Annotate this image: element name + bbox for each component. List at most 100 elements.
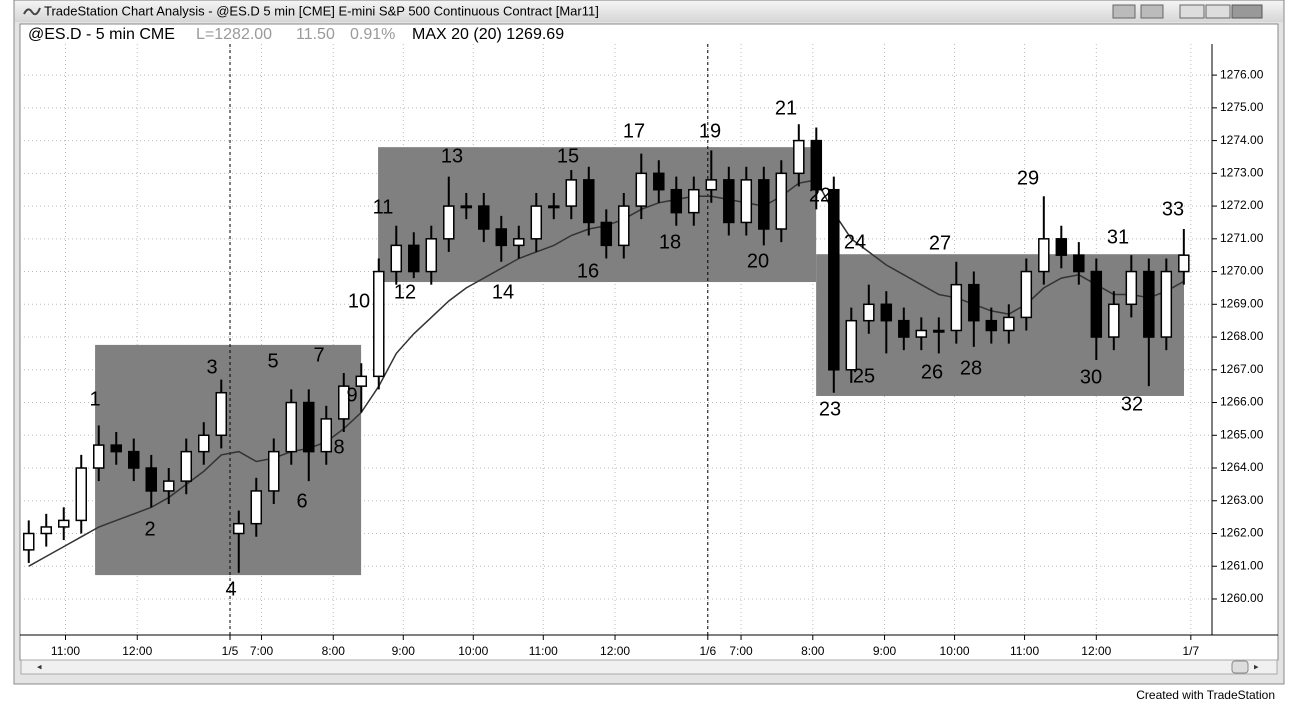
swing-label: 9 — [346, 384, 357, 406]
candle-body — [600, 221, 613, 247]
candle-body — [40, 526, 53, 535]
swing-label: 13 — [441, 145, 463, 167]
candle-body — [1125, 270, 1138, 306]
scroll-left[interactable]: ◂ — [37, 661, 42, 671]
x-tick-label: 12:00 — [1081, 644, 1111, 658]
indicator-label: MAX 20 (20) 1269.69 — [412, 26, 564, 43]
candle-body — [233, 522, 245, 535]
swing-label: 4 — [225, 578, 236, 600]
candle-body — [355, 375, 368, 387]
candle-body — [1055, 238, 1068, 256]
minimize-button[interactable] — [1179, 4, 1205, 19]
y-tick-label: 1260.00 — [1220, 591, 1264, 605]
swing-label: 14 — [492, 281, 514, 303]
candle-body — [898, 319, 910, 338]
x-tick-label: 8:00 — [322, 644, 346, 658]
swing-label: 3 — [206, 356, 217, 378]
y-tick-label: 1271.00 — [1220, 231, 1264, 245]
x-tick-label: 12:00 — [122, 644, 152, 658]
x-tick-label: 10:00 — [940, 644, 970, 658]
x-tick-label: 7:00 — [729, 644, 753, 658]
x-tick-label: 1/5 — [222, 644, 239, 658]
candle-body — [443, 205, 455, 240]
candle-body — [933, 329, 945, 333]
swing-label: 10 — [348, 290, 370, 312]
candle-body — [250, 490, 263, 525]
candle-body — [513, 238, 525, 247]
scroll-right[interactable]: ▸ — [1254, 661, 1259, 671]
candle-body — [215, 391, 228, 437]
x-tick-label: 1/7 — [1182, 644, 1199, 658]
candle-body — [110, 444, 123, 453]
swing-label: 15 — [557, 145, 579, 167]
candle-body — [653, 172, 665, 191]
candle-body — [1003, 316, 1015, 332]
candle-body — [1143, 270, 1155, 338]
y-tick-label: 1268.00 — [1220, 329, 1264, 343]
swing-label: 12 — [394, 281, 416, 303]
candle-body — [285, 401, 298, 453]
candle-body — [373, 270, 385, 378]
swing-label: 8 — [333, 436, 344, 458]
candle-body — [880, 303, 893, 322]
x-tick-label: 12:00 — [600, 644, 630, 658]
window-title: TradeStation Chart Analysis - @ES.D 5 mi… — [44, 3, 599, 18]
candle-body — [915, 329, 928, 338]
candle-body — [93, 444, 105, 469]
y-tick-label: 1263.00 — [1220, 493, 1264, 507]
change: 11.50 — [296, 26, 335, 43]
candle-body — [268, 450, 280, 492]
swing-label: 17 — [623, 120, 645, 142]
symbol: @ES.D - 5 min CME — [28, 26, 175, 43]
candle-body — [145, 467, 158, 492]
toolbar-button[interactable] — [1112, 4, 1136, 19]
swing-label: 6 — [296, 490, 307, 512]
swing-label: 22 — [809, 184, 831, 206]
candle-body — [688, 188, 700, 214]
x-tick-label: 11:00 — [529, 644, 558, 658]
candle-body — [1073, 254, 1085, 273]
candle-body — [705, 179, 718, 191]
close-button[interactable] — [1231, 4, 1263, 19]
swing-label: 24 — [844, 231, 866, 253]
candle-body — [968, 283, 980, 322]
x-tick-label: 7:00 — [250, 644, 274, 658]
swing-label: 27 — [929, 232, 951, 254]
y-tick-label: 1275.00 — [1220, 100, 1264, 114]
candle-body — [58, 519, 70, 528]
candle-body — [635, 172, 648, 207]
swing-label: 5 — [267, 350, 278, 372]
candle-body — [390, 244, 403, 273]
y-tick-label: 1272.00 — [1220, 198, 1264, 212]
toolbar-button[interactable] — [1140, 4, 1164, 19]
candle-body — [198, 434, 210, 453]
y-tick-label: 1261.00 — [1220, 558, 1264, 572]
swing-label: 20 — [747, 250, 769, 272]
candle-body — [828, 188, 840, 371]
swing-label: 32 — [1121, 393, 1143, 415]
candle-body — [618, 205, 630, 247]
x-tick-label: 11:00 — [51, 644, 80, 658]
candle-body — [985, 319, 998, 332]
swing-label: 7 — [313, 344, 324, 366]
footer: Created with TradeStation — [1136, 688, 1275, 702]
y-tick-label: 1267.00 — [1220, 362, 1264, 376]
y-tick-label: 1276.00 — [1220, 67, 1264, 81]
candle-body — [950, 283, 963, 332]
x-tick-label: 8:00 — [801, 644, 825, 658]
scrollbar[interactable] — [20, 659, 1278, 675]
scroll-thumb[interactable] — [1231, 660, 1249, 674]
candle-body — [1178, 254, 1190, 273]
candle-body — [163, 480, 175, 492]
swing-label: 16 — [577, 260, 599, 282]
swing-label: 1 — [89, 388, 100, 410]
swing-label: 19 — [699, 120, 721, 142]
candle-body — [495, 228, 508, 247]
x-tick-label: 9:00 — [873, 644, 897, 658]
swing-label: 31 — [1107, 226, 1129, 248]
range-box — [816, 254, 1184, 396]
maximize-button[interactable] — [1205, 4, 1231, 19]
x-tick-label: 1/6 — [699, 644, 716, 658]
candle-body — [75, 467, 88, 522]
